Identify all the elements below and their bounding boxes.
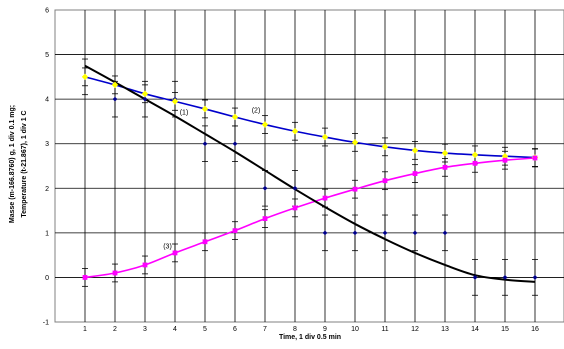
data-point — [82, 275, 88, 280]
y-tick-label: -1 — [43, 320, 49, 327]
series-line — [84, 76, 536, 159]
data-point — [142, 262, 148, 268]
series-lines — [84, 64, 536, 283]
data-point — [201, 105, 209, 113]
data-point — [262, 185, 268, 191]
y-tick-label: 5 — [45, 52, 49, 59]
data-point — [442, 164, 448, 170]
data-point — [351, 139, 359, 146]
x-tick-label: 5 — [203, 326, 207, 333]
x-tick-label: 3 — [143, 326, 147, 333]
data-point — [172, 250, 178, 256]
labels: Time, 1 div 0.5 min Masse (m-166.8760) g… — [9, 105, 341, 341]
x-tick-label: 13 — [441, 326, 449, 333]
series-line — [84, 157, 536, 279]
data-point — [171, 98, 179, 105]
data-point — [382, 230, 388, 236]
y-tick-label: 2 — [45, 186, 49, 193]
data-point — [352, 186, 358, 192]
x-tick-label: 4 — [173, 326, 177, 333]
data-point — [321, 133, 329, 141]
x-tick-label: 11 — [381, 326, 388, 333]
data-point — [472, 160, 478, 166]
x-tick-label: 15 — [501, 326, 509, 333]
data-point — [142, 96, 148, 102]
data-point — [231, 113, 239, 121]
series-markers — [81, 73, 539, 280]
data-point — [111, 81, 119, 89]
data-point — [322, 195, 328, 201]
data-point — [532, 275, 538, 280]
annotation-label: (3) — [163, 243, 172, 250]
plot-area — [54, 9, 564, 323]
data-point — [532, 155, 538, 161]
y-tick-label: 1 — [45, 230, 49, 237]
data-point — [322, 230, 328, 236]
x-tick-label: 6 — [233, 326, 237, 333]
data-point — [141, 90, 149, 97]
data-point — [202, 239, 208, 245]
x-tick-label: 14 — [471, 326, 479, 333]
data-point — [232, 141, 238, 147]
x-tick-label: 16 — [531, 326, 539, 333]
plot-border — [54, 9, 564, 323]
data-point — [292, 185, 298, 191]
annotation-label: (2) — [252, 108, 261, 115]
y-axis-label-line1: Masse (m-166.8760) g, 1 div 0.1 mg; — [9, 105, 16, 223]
data-point — [352, 230, 358, 236]
annotation-label: (1) — [180, 110, 189, 117]
data-point — [232, 228, 238, 234]
data-point — [471, 151, 479, 159]
data-point — [262, 216, 268, 221]
data-point — [472, 275, 478, 280]
x-axis-label: Time, 1 div 0.5 min — [279, 334, 341, 341]
data-point — [412, 230, 418, 236]
data-point — [382, 178, 388, 184]
data-point — [502, 157, 508, 163]
data-point — [292, 205, 298, 211]
y-tick-label: 0 — [45, 275, 49, 282]
y-tick-label: 6 — [45, 8, 49, 15]
y-axis-label-line2: Temperature (t-21.867), 1 div 1 C — [21, 110, 28, 217]
x-tick-label: 10 — [351, 326, 359, 333]
data-point — [412, 171, 418, 176]
data-point — [441, 149, 449, 157]
data-point — [502, 275, 508, 280]
x-tick-label: 8 — [293, 326, 297, 333]
x-tick-label: 2 — [113, 326, 117, 333]
data-point — [81, 73, 89, 81]
series-line — [84, 64, 536, 283]
x-tick-label: 9 — [323, 326, 327, 333]
y-tick-label: 3 — [45, 141, 49, 148]
data-point — [261, 121, 269, 128]
x-tick-label: 12 — [411, 326, 419, 333]
x-tick-label: 7 — [263, 326, 267, 333]
data-point — [442, 230, 448, 236]
y-tick-label: 4 — [45, 97, 49, 104]
data-point — [411, 147, 419, 154]
x-tick-label: 1 — [83, 326, 87, 333]
data-point — [381, 143, 389, 151]
data-point — [501, 152, 509, 160]
data-point — [112, 270, 118, 276]
data-point — [202, 141, 208, 147]
data-point — [112, 96, 118, 102]
data-point — [291, 128, 299, 135]
